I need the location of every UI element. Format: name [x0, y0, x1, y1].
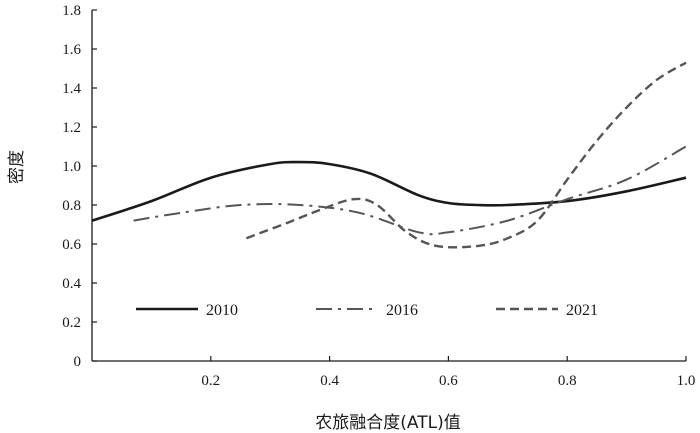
y-axis-title: 密度	[7, 150, 27, 184]
plot-lines	[91, 61, 687, 249]
y-tick-label: 0.6	[62, 237, 81, 253]
x-axis-title: 农旅融合度(ATL)值	[315, 413, 460, 433]
legend-label-2021: 2021	[566, 302, 598, 319]
legend-label-2016: 2016	[386, 302, 418, 319]
y-tick-label: 1.8	[62, 3, 81, 19]
y-tick-label: 1.0	[62, 159, 81, 175]
series-line-2010	[91, 160, 687, 222]
x-tick-label: 1.0	[677, 373, 696, 389]
axes	[91, 10, 686, 362]
y-tick-label: 0.8	[62, 198, 81, 214]
x-tick-label: 0.8	[558, 373, 577, 389]
y-tick-label: 0.4	[62, 276, 81, 292]
x-tick-label: 0.4	[320, 373, 339, 389]
series-line-2021	[245, 61, 687, 249]
y-tick-label: 0.2	[62, 315, 81, 331]
legend: 2010 2016 2021	[136, 302, 598, 319]
y-tick-label: 0	[74, 354, 82, 370]
y-tick-label: 1.6	[62, 42, 81, 58]
x-tick-label: 0.2	[201, 373, 220, 389]
y-ticks: 0 0.2 0.4 0.6 0.8 1.0 1.2 1.4 1.6 1.8	[62, 3, 97, 370]
y-tick-label: 1.4	[62, 81, 81, 97]
series-line-2016	[133, 145, 687, 236]
x-tick-label: 0.6	[439, 373, 458, 389]
legend-label-2010: 2010	[206, 302, 238, 319]
y-tick-label: 1.2	[62, 120, 81, 136]
x-ticks: 0.2 0.4 0.6 0.8 1.0	[201, 356, 695, 389]
